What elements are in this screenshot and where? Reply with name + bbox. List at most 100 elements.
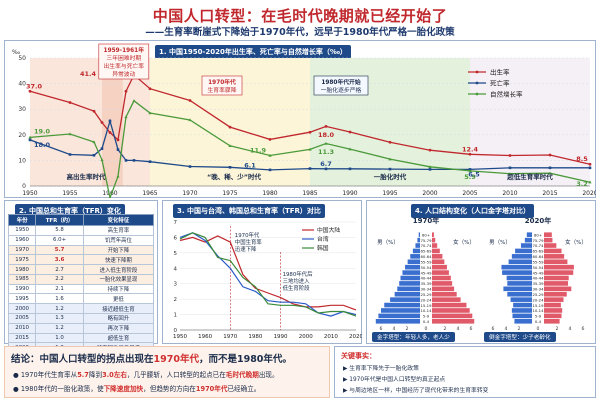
data-point [92, 140, 96, 144]
data-point [588, 180, 592, 184]
table-cell: 再次下降 [82, 322, 155, 334]
pyramid-bar-male [402, 270, 420, 275]
tfr-line-2 [179, 232, 357, 317]
legend-label: 台湾 [317, 235, 329, 243]
x-tick-label: 1990 [274, 334, 288, 340]
pyramid-bar-male [502, 270, 532, 275]
x-tick-label: 6 [582, 326, 585, 332]
pyramid-bar-male [508, 259, 532, 265]
pyramid-bar-female [544, 254, 565, 259]
x-tick-label: 6 [470, 326, 473, 332]
table-cell: 持续下降 [82, 283, 155, 295]
pyramid-bar-male [506, 275, 532, 281]
data-point [348, 147, 352, 151]
pyramid-bar-female [544, 308, 563, 313]
pyramid-bar-female [432, 254, 443, 259]
pyramid-bar-male [417, 237, 420, 243]
table-header-cell: 年份 [7, 214, 37, 226]
x-tick-label: 0 [425, 326, 428, 332]
late-note-text: 1980年代开始 [321, 78, 361, 86]
pyramid-1970-tag: 金字塔型：年轻人多，老人少 [372, 332, 455, 342]
table-row: 1970 5.7 开始下降 [7, 244, 155, 256]
table-header-cell: TFR（约） [35, 214, 84, 226]
pyramid-bar-male [415, 243, 420, 248]
table-cell: 3.6 [35, 254, 84, 266]
pyramid-bar-male [503, 286, 532, 292]
table-cell: 开始下降 [82, 244, 155, 256]
late-note-text: 一胎化逐步严格 [321, 86, 362, 94]
legend-label: 自然增长率 [490, 90, 523, 99]
data-label: 6.7 [320, 160, 332, 168]
x-tick-label: 4 [393, 326, 396, 332]
data-point [92, 153, 96, 157]
pyramid-bar-female [544, 318, 560, 324]
table-cell: 5.7 [35, 244, 84, 256]
pyramid-bar-female [432, 286, 455, 292]
pyramid-bar-male [501, 264, 532, 270]
x-tick-label: 1965 [142, 190, 157, 197]
data-point [100, 147, 104, 150]
x-tick-label: 2020 [582, 190, 596, 197]
age-label: 10-14 [532, 308, 544, 313]
data-point [324, 167, 328, 171]
x-tick-label: 1985 [302, 190, 317, 197]
age-label: 0-4 [423, 319, 430, 324]
data-label: 37.0 [26, 82, 43, 90]
table-cell: 1.6 [35, 293, 84, 305]
era-band [470, 58, 590, 186]
pyramid-2020-tag: 倒金字塔型：少子老龄化 [484, 332, 556, 342]
conclusion-bullet-2: ● 1980年代的一胎化政策，使下降速度加快，但趋势的方向在1970年代已经确立… [13, 385, 261, 393]
pyramid-bar-female [432, 248, 440, 254]
data-point [68, 153, 72, 156]
pyramid-bar-female [544, 237, 553, 243]
pyramid-bar-male [418, 232, 420, 238]
data-point [268, 153, 272, 157]
data-label: 6.5 [468, 170, 480, 178]
data-point [308, 147, 312, 151]
pyramid-bar-female [544, 291, 567, 297]
age-label: 50-54 [420, 265, 432, 270]
data-point [548, 171, 552, 175]
age-label: 15-19 [532, 303, 544, 308]
pyramid-bar-female [544, 281, 569, 286]
era-label: “晚、稀、少”时代 [207, 172, 262, 181]
table-row: 1980 2.7 进入低生育阶段 [7, 264, 155, 275]
age-label: 40-44 [532, 276, 544, 281]
age-label: 55-59 [532, 259, 544, 264]
pyramid-bar-female [544, 248, 562, 254]
data-point [28, 135, 32, 139]
y-tick-label: 40 [18, 81, 26, 88]
pyramid-bar-female [544, 313, 562, 319]
age-label: 35-39 [532, 281, 544, 286]
pyramid-bar-male [375, 318, 420, 324]
data-point [428, 168, 432, 171]
table-cell: 接近超低生育 [82, 303, 155, 315]
pyramid-bar-female [432, 302, 467, 308]
table-cell: 1975 [7, 254, 37, 266]
pyramid-bar-female [432, 281, 453, 286]
famine-band [102, 58, 123, 186]
pyramid-bar-male [513, 302, 532, 308]
data-point [428, 148, 432, 152]
y-tick-label: 6 [174, 235, 178, 241]
x-tick-label: 1990 [342, 190, 357, 197]
x-tick-label: 4 [569, 326, 572, 332]
age-label: 5-9 [535, 314, 542, 319]
findings-heading: 关键事实： [341, 352, 376, 360]
x-tick-label: 1960 [102, 190, 117, 197]
data-point [324, 141, 328, 145]
y-tick-label: 0 [174, 328, 178, 334]
data-point [388, 140, 392, 144]
x-tick-label: 2010 [502, 190, 517, 197]
pyramid-bar-male [397, 286, 420, 292]
x-tick-label: 2 [556, 326, 559, 332]
age-label: 25-29 [532, 292, 544, 297]
data-point [228, 166, 232, 169]
table-cell: 5.8 [35, 225, 84, 236]
age-label: 60-64 [420, 254, 432, 259]
famine-note-text: 三年困难时期 [106, 54, 141, 62]
table-cell: 1980 [7, 264, 37, 275]
data-point [308, 167, 312, 170]
era-label: 高出生率时代 [67, 172, 107, 181]
table-cell: 1950 [7, 225, 37, 236]
